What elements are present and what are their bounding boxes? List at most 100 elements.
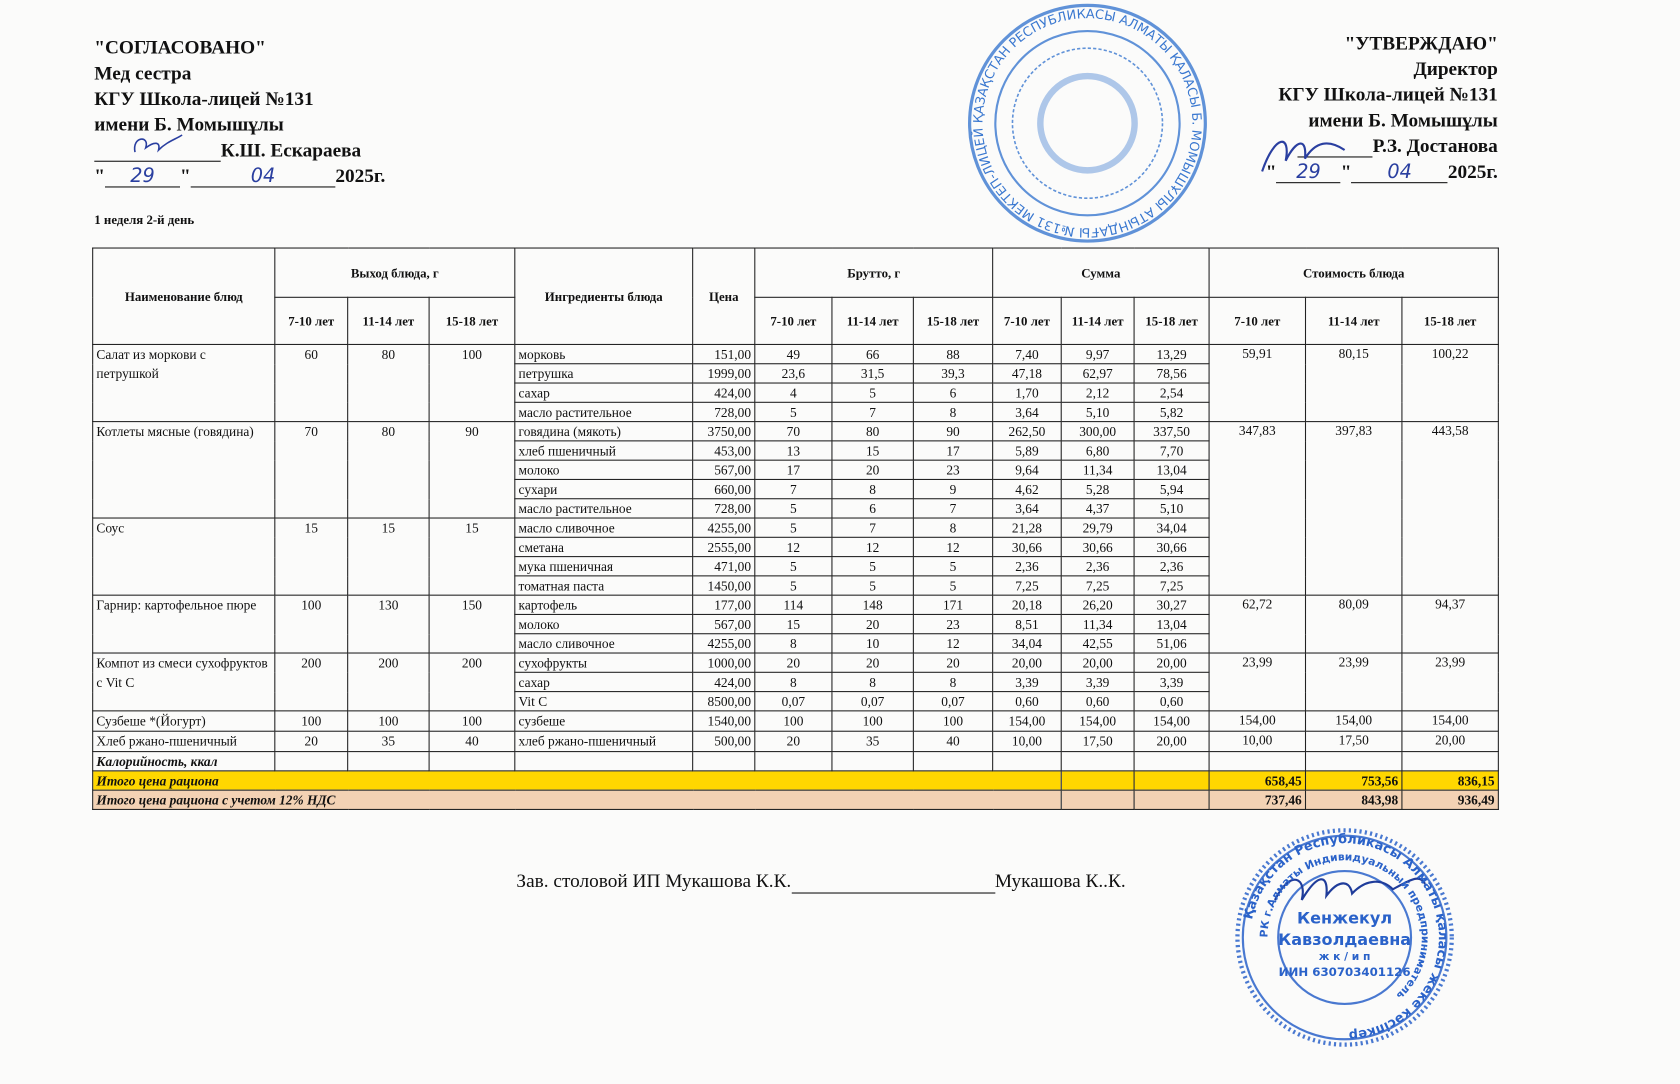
empty-cell	[1060, 770, 1135, 791]
ingredient-price: 424,00	[692, 671, 756, 693]
signature-line	[1297, 137, 1373, 158]
dish-yield: 70	[274, 421, 349, 519]
ingredient-sum: 2,12	[1060, 382, 1135, 403]
ingredient-price: 424,00	[692, 382, 756, 403]
ip-stamp: Қазақстан Республикасы Алматы қаласы жек…	[1235, 828, 1454, 1047]
ingredient-brutto: 7	[831, 517, 914, 538]
ingredient-brutto: 8	[754, 633, 833, 654]
dish-cost: 154,00	[1401, 710, 1499, 732]
svg-text:ҚАЗАҚСТАН РЕСПУБЛИКАСЫ АЛМАТЫ: ҚАЗАҚСТАН РЕСПУБЛИКАСЫ АЛМАТЫ ҚАЛАСЫ Б. …	[970, 7, 1203, 239]
empty-cell	[1208, 751, 1307, 772]
signature-line	[94, 141, 221, 162]
dish-yield: 100	[428, 343, 516, 423]
dish-yield: 150	[428, 594, 516, 654]
ingredient-sum: 7,25	[1060, 575, 1135, 596]
ingredient-brutto: 20	[831, 459, 914, 480]
date-day: 29	[104, 167, 180, 188]
dish-name: Сузбеше *(Йогурт)	[92, 710, 276, 732]
ingredient-sum: 20,00	[992, 652, 1062, 673]
header-age: 15-18 лет	[428, 296, 516, 345]
ingredient-name: масло растительное	[514, 401, 694, 423]
table-row: Котлеты мясные (говядина) 70 80 90 говядина …	[92, 421, 1499, 596]
empty-cell	[1133, 789, 1210, 810]
ingredient-brutto: 5	[831, 556, 914, 577]
ingredient-sum: 9,64	[992, 459, 1062, 480]
ingredient-sum: 2,54	[1133, 382, 1210, 403]
ingredient-name: хлеб ржано-пшеничный	[514, 730, 694, 753]
dish-yield: 15	[274, 517, 349, 596]
ip-stamp-name1: Кенжекул	[1297, 909, 1392, 928]
dish-cost: 94,37	[1401, 594, 1499, 654]
ingredient-sum: 30,66	[1133, 536, 1210, 558]
ingredient-sum: 34,04	[1133, 517, 1210, 538]
dish-cost: 10,00	[1208, 730, 1307, 753]
ingredient-sum: 30,66	[992, 536, 1062, 558]
ingredient-sum: 20,18	[992, 594, 1062, 615]
ingredient-price: 660,00	[692, 478, 756, 500]
ingredient-sum: 30,66	[1060, 536, 1135, 558]
empty-cell	[754, 751, 833, 772]
ingredient-price: 151,00	[692, 343, 756, 365]
ingredient-brutto: 5	[754, 401, 833, 423]
ingredient-sum: 337,50	[1133, 421, 1210, 442]
dish-yield: 40	[428, 730, 516, 753]
ingredient-price: 1540,00	[692, 710, 756, 732]
empty-cell	[1401, 751, 1499, 772]
ingredient-brutto: 23,6	[754, 363, 833, 384]
table-row: сухари 660,00 7 8 9 4,62 5,28 5,94	[93, 478, 1499, 500]
ingredient-name: сахар	[514, 382, 694, 403]
ingredient-sum: 4,37	[1060, 498, 1135, 519]
dish-yield: 100	[347, 710, 430, 732]
ingredient-brutto: 15	[831, 440, 914, 461]
ingredient-price: 567,00	[692, 459, 756, 480]
ingredient-brutto: 17	[754, 459, 833, 480]
dish-yield: 80	[347, 421, 430, 519]
ingredient-sum: 20,00	[1133, 652, 1210, 673]
empty-cell	[1304, 751, 1403, 772]
ingredient-price: 500,00	[692, 730, 756, 753]
ingredient-brutto: 23	[912, 459, 994, 480]
dish-cost: 443,58	[1401, 421, 1499, 596]
table-row: Vit C 8500,00 0,07 0,07 0,07 0,60 0,60 0,60	[93, 691, 1499, 712]
dish-name: Гарнир: картофельное пюре	[92, 594, 276, 654]
ingredient-sum: 3,39	[1060, 671, 1135, 693]
dish-cost: 23,99	[1208, 652, 1307, 712]
total-value: 836,15	[1401, 770, 1499, 791]
ingredient-brutto: 6	[831, 498, 914, 519]
empty-cell	[912, 751, 994, 772]
ingredient-sum: 51,06	[1133, 633, 1210, 654]
ingredient-brutto: 88	[912, 343, 994, 365]
table-row: Гарнир: картофельное пюре 100 130 150 картоф…	[92, 594, 1499, 654]
ip-stamp-iin: ИИН 630703401126	[1279, 965, 1411, 979]
dish-name: Котлеты мясные (говядина)	[92, 421, 276, 519]
ingredient-name: говядина (мякоть)	[514, 421, 694, 442]
nurse-signature	[133, 134, 183, 153]
table-row: масло растительное 728,00 5 7 8 3,64 5,10 5,82	[93, 401, 1499, 423]
footer-manager: Зав. столовой ИП Мукашова К.К.	[516, 869, 792, 892]
ingredient-sum: 154,00	[992, 710, 1062, 732]
week-day-label: 1 неделя 2-й день	[94, 212, 195, 228]
dish-cost: 59,91	[1208, 343, 1307, 423]
ingredient-brutto: 100	[912, 710, 994, 732]
approval-signer: К.Ш. Ескараева	[220, 139, 362, 161]
calories-row: Калорийность, ккал	[92, 751, 1499, 772]
ingredient-name: масло растительное	[514, 498, 694, 519]
ingredient-brutto: 20	[831, 613, 914, 635]
ingredient-brutto: 5	[831, 382, 914, 403]
approval-block-right: "УТВЕРЖДАЮ" Директор КГУ Школа-лицей №13…	[1266, 30, 1498, 184]
ingredient-sum: 5,10	[1133, 498, 1210, 519]
school-stamp: ҚАЗАҚСТАН РЕСПУБЛИКАСЫ АЛМАТЫ ҚАЛАСЫ Б. …	[968, 3, 1207, 243]
date-year: 2025г.	[335, 164, 386, 187]
table-row: Хлеб ржано-пшеничный 20 35 40 хлеб ржано-пше…	[92, 730, 1499, 753]
dish-cost: 17,50	[1304, 730, 1403, 753]
ingredient-brutto: 40	[912, 730, 994, 753]
dish-cost: 397,83	[1304, 421, 1403, 596]
ingredient-name: сухофрукты	[514, 652, 694, 673]
ingredient-price: 567,00	[692, 613, 756, 635]
ingredient-brutto: 171	[912, 594, 994, 615]
header-age: 11-14 лет	[831, 296, 914, 345]
table-row: хлеб пшеничный 453,00 13 15 17 5,89 6,80 7,70	[93, 440, 1499, 461]
ingredient-brutto: 70	[754, 421, 833, 442]
ingredient-name: хлеб пшеничный	[514, 440, 694, 461]
ingredient-brutto: 90	[912, 421, 994, 442]
